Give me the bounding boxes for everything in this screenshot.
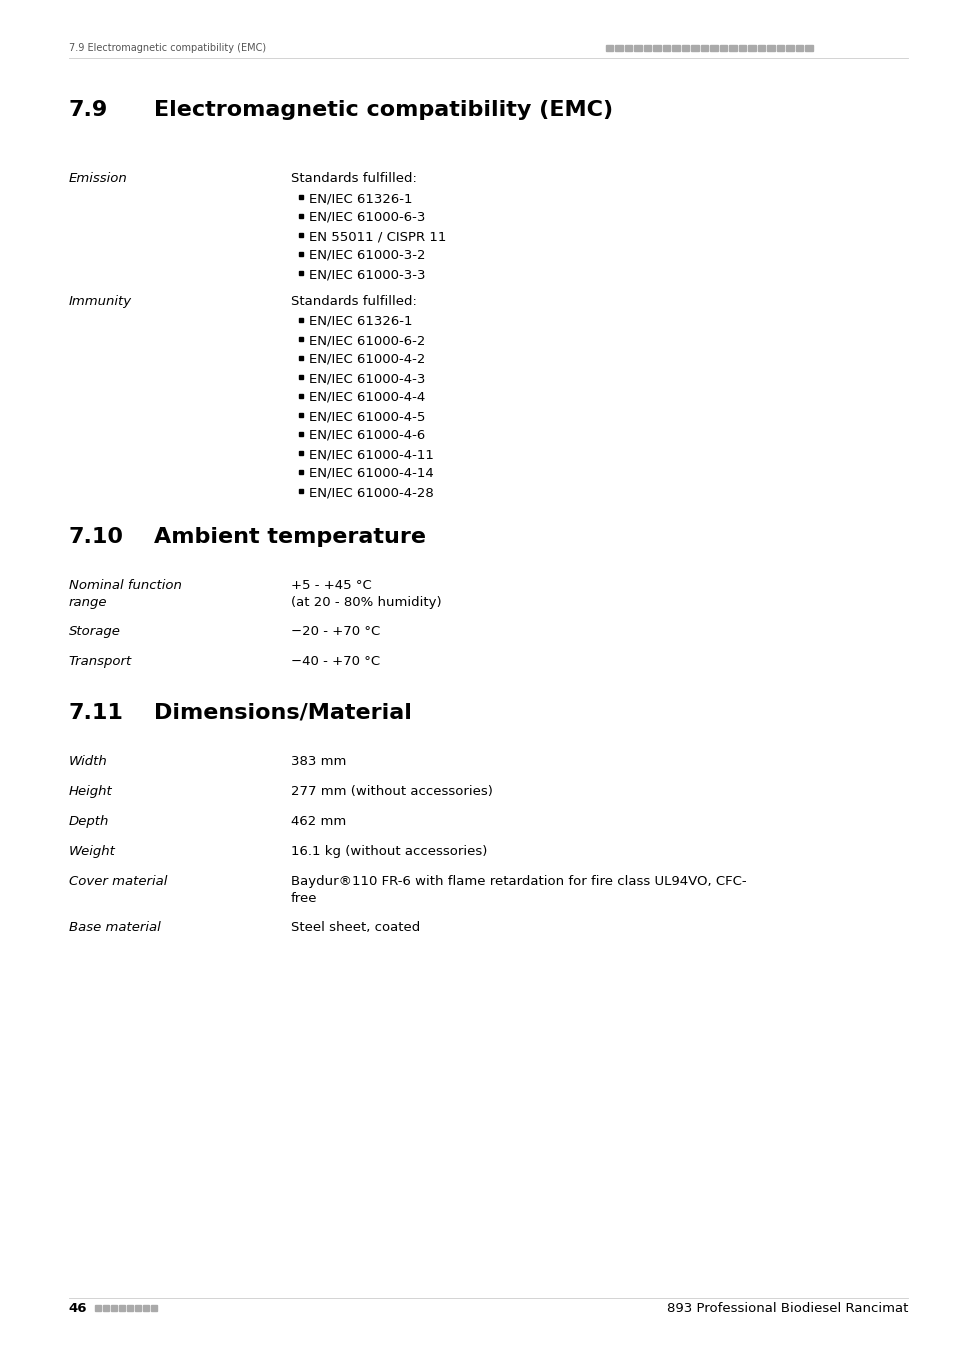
Bar <box>662 46 670 51</box>
Text: Electromagnetic compatibility (EMC): Electromagnetic compatibility (EMC) <box>153 100 612 120</box>
Text: EN/IEC 61000-4-28: EN/IEC 61000-4-28 <box>309 486 434 500</box>
Text: EN/IEC 61000-3-3: EN/IEC 61000-3-3 <box>309 269 425 281</box>
Text: EN/IEC 61000-4-6: EN/IEC 61000-4-6 <box>309 429 425 441</box>
Text: Base material: Base material <box>69 921 160 934</box>
Bar <box>719 46 726 51</box>
Text: Width: Width <box>69 755 108 768</box>
Text: 7.11: 7.11 <box>69 703 124 724</box>
Text: EN/IEC 61000-4-4: EN/IEC 61000-4-4 <box>309 392 425 404</box>
Bar <box>757 46 764 51</box>
Bar <box>672 46 679 51</box>
Bar <box>298 271 303 275</box>
Bar <box>766 46 774 51</box>
Text: 7.10: 7.10 <box>69 526 124 547</box>
Bar <box>298 394 303 398</box>
Bar <box>728 46 736 51</box>
Bar <box>94 1305 101 1311</box>
Bar <box>298 338 303 342</box>
Bar <box>738 46 745 51</box>
Text: 277 mm (without accessories): 277 mm (without accessories) <box>291 784 493 798</box>
Text: Immunity: Immunity <box>69 296 132 308</box>
Bar <box>804 46 812 51</box>
Text: Standards fulfilled:: Standards fulfilled: <box>291 296 416 308</box>
Text: 46: 46 <box>69 1301 87 1315</box>
Text: EN/IEC 61000-4-14: EN/IEC 61000-4-14 <box>309 467 434 481</box>
Bar <box>298 319 303 323</box>
Text: Weight: Weight <box>69 845 115 859</box>
Text: 462 mm: 462 mm <box>291 815 346 828</box>
Bar <box>643 46 651 51</box>
Text: EN/IEC 61000-4-5: EN/IEC 61000-4-5 <box>309 410 425 423</box>
Bar <box>298 234 303 238</box>
Bar <box>634 46 641 51</box>
Text: −40 - +70 °C: −40 - +70 °C <box>291 655 379 668</box>
Bar <box>111 1305 117 1311</box>
Bar <box>103 1305 109 1311</box>
Text: 16.1 kg (without accessories): 16.1 kg (without accessories) <box>291 845 487 859</box>
Bar <box>134 1305 141 1311</box>
Text: Cover material: Cover material <box>69 875 167 888</box>
Text: EN/IEC 61000-3-2: EN/IEC 61000-3-2 <box>309 248 425 262</box>
Text: EN/IEC 61000-6-2: EN/IEC 61000-6-2 <box>309 333 425 347</box>
Text: EN/IEC 61326-1: EN/IEC 61326-1 <box>309 192 412 205</box>
Text: EN 55011 / CISPR 11: EN 55011 / CISPR 11 <box>309 230 446 243</box>
Bar <box>653 46 660 51</box>
Text: EN/IEC 61000-4-3: EN/IEC 61000-4-3 <box>309 373 425 385</box>
Text: +5 - +45 °C
(at 20 - 80% humidity): +5 - +45 °C (at 20 - 80% humidity) <box>291 579 441 609</box>
Bar <box>747 46 755 51</box>
Bar <box>624 46 632 51</box>
Bar <box>298 194 303 198</box>
Text: Height: Height <box>69 784 112 798</box>
Bar <box>143 1305 149 1311</box>
Text: 893 Professional Biodiesel Rancimat: 893 Professional Biodiesel Rancimat <box>666 1301 907 1315</box>
Bar <box>681 46 689 51</box>
Text: Standards fulfilled:: Standards fulfilled: <box>291 171 416 185</box>
Bar <box>298 413 303 417</box>
Text: Emission: Emission <box>69 171 128 185</box>
Bar <box>298 215 303 217</box>
Text: 7.9 Electromagnetic compatibility (EMC): 7.9 Electromagnetic compatibility (EMC) <box>69 43 266 53</box>
Text: EN/IEC 61000-4-11: EN/IEC 61000-4-11 <box>309 448 434 460</box>
Bar <box>298 356 303 360</box>
Text: 7.9: 7.9 <box>69 100 108 120</box>
Text: −20 - +70 °C: −20 - +70 °C <box>291 625 380 639</box>
Text: EN/IEC 61000-6-3: EN/IEC 61000-6-3 <box>309 211 425 224</box>
Text: Transport: Transport <box>69 655 132 668</box>
Bar <box>615 46 622 51</box>
Bar <box>118 1305 125 1311</box>
Text: Ambient temperature: Ambient temperature <box>153 526 425 547</box>
Text: Storage: Storage <box>69 625 120 639</box>
Bar <box>298 489 303 493</box>
Text: EN/IEC 61000-4-2: EN/IEC 61000-4-2 <box>309 352 425 366</box>
Bar <box>605 46 613 51</box>
Text: Dimensions/Material: Dimensions/Material <box>153 703 411 724</box>
Text: Baydur®110 FR-6 with flame retardation for fire class UL94VO, CFC-
free: Baydur®110 FR-6 with flame retardation f… <box>291 875 746 905</box>
Bar <box>127 1305 133 1311</box>
Bar <box>691 46 698 51</box>
Bar <box>298 470 303 474</box>
Bar <box>710 46 717 51</box>
Bar <box>298 451 303 455</box>
Text: Depth: Depth <box>69 815 109 828</box>
Bar <box>298 375 303 379</box>
Text: Steel sheet, coated: Steel sheet, coated <box>291 921 419 934</box>
Bar <box>776 46 783 51</box>
Text: EN/IEC 61326-1: EN/IEC 61326-1 <box>309 315 412 328</box>
Bar <box>785 46 793 51</box>
Bar <box>151 1305 157 1311</box>
Bar <box>700 46 707 51</box>
Bar <box>298 432 303 436</box>
Bar <box>795 46 802 51</box>
Bar <box>298 252 303 256</box>
Text: 383 mm: 383 mm <box>291 755 346 768</box>
Text: Nominal function
range: Nominal function range <box>69 579 181 609</box>
